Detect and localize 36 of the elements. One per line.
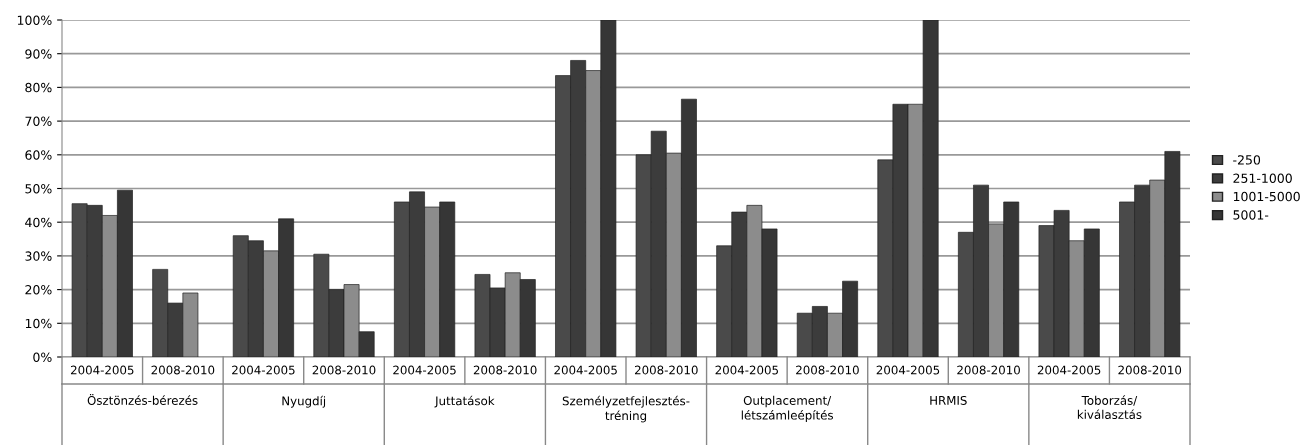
x-tick-label: 2004-2005 xyxy=(232,365,295,375)
y-tick-label: 100% xyxy=(17,15,52,25)
x-tick-label: 2004-2005 xyxy=(1037,365,1101,375)
x-tick-label: 2008-2010 xyxy=(796,365,859,375)
y-tick-label: 40% xyxy=(25,217,52,228)
y-tick-label: 60% xyxy=(25,150,52,160)
y-tick-label: 20% xyxy=(25,285,52,295)
x-tick-label: 2008-2010 xyxy=(1118,365,1182,375)
legend-label: 251-1000 xyxy=(1233,173,1292,183)
x-tick-label: 2004-2005 xyxy=(554,365,617,375)
x-tick-label: 2004-2005 xyxy=(876,365,940,375)
x-tick-label: 2008-2010 xyxy=(634,365,698,375)
text: HRMIS xyxy=(930,395,967,405)
y-tick-label: 70% xyxy=(25,116,52,127)
y-tick-label: 0% xyxy=(33,352,52,362)
x-tick-label: 2008-2010 xyxy=(957,365,1020,375)
x-tick-label: 2004-2005 xyxy=(70,365,134,375)
text: Juttatások xyxy=(434,395,495,408)
x-tick-label: 2008-2010 xyxy=(312,365,376,375)
y-tick-label: 80% xyxy=(25,82,52,93)
legend-label: -250 xyxy=(1233,155,1261,165)
y-tick-label: 50% xyxy=(25,183,52,194)
x-tick-label: 2004-2005 xyxy=(393,365,456,375)
text: Toborzás/ kiválasztás xyxy=(1077,395,1142,420)
x-tick-label: 2008-2010 xyxy=(473,365,537,375)
legend-label: 1001-5000 xyxy=(1233,191,1300,202)
y-tick-label: 30% xyxy=(25,251,52,261)
x-tick-label: 2008-2010 xyxy=(151,365,215,375)
y-tick-label: 10% xyxy=(25,318,52,329)
text: Outplacement/ létszámleépítés xyxy=(741,395,833,422)
x-tick-label: 2004-2005 xyxy=(715,365,778,375)
text: Személyzetfejlesztés- tréning xyxy=(562,395,690,423)
y-tick-label: 90% xyxy=(25,49,52,59)
legend-label: 5001- xyxy=(1233,210,1269,220)
text: Nyugdíj xyxy=(282,395,326,408)
text: Ösztönzés-bérezés xyxy=(87,393,198,405)
